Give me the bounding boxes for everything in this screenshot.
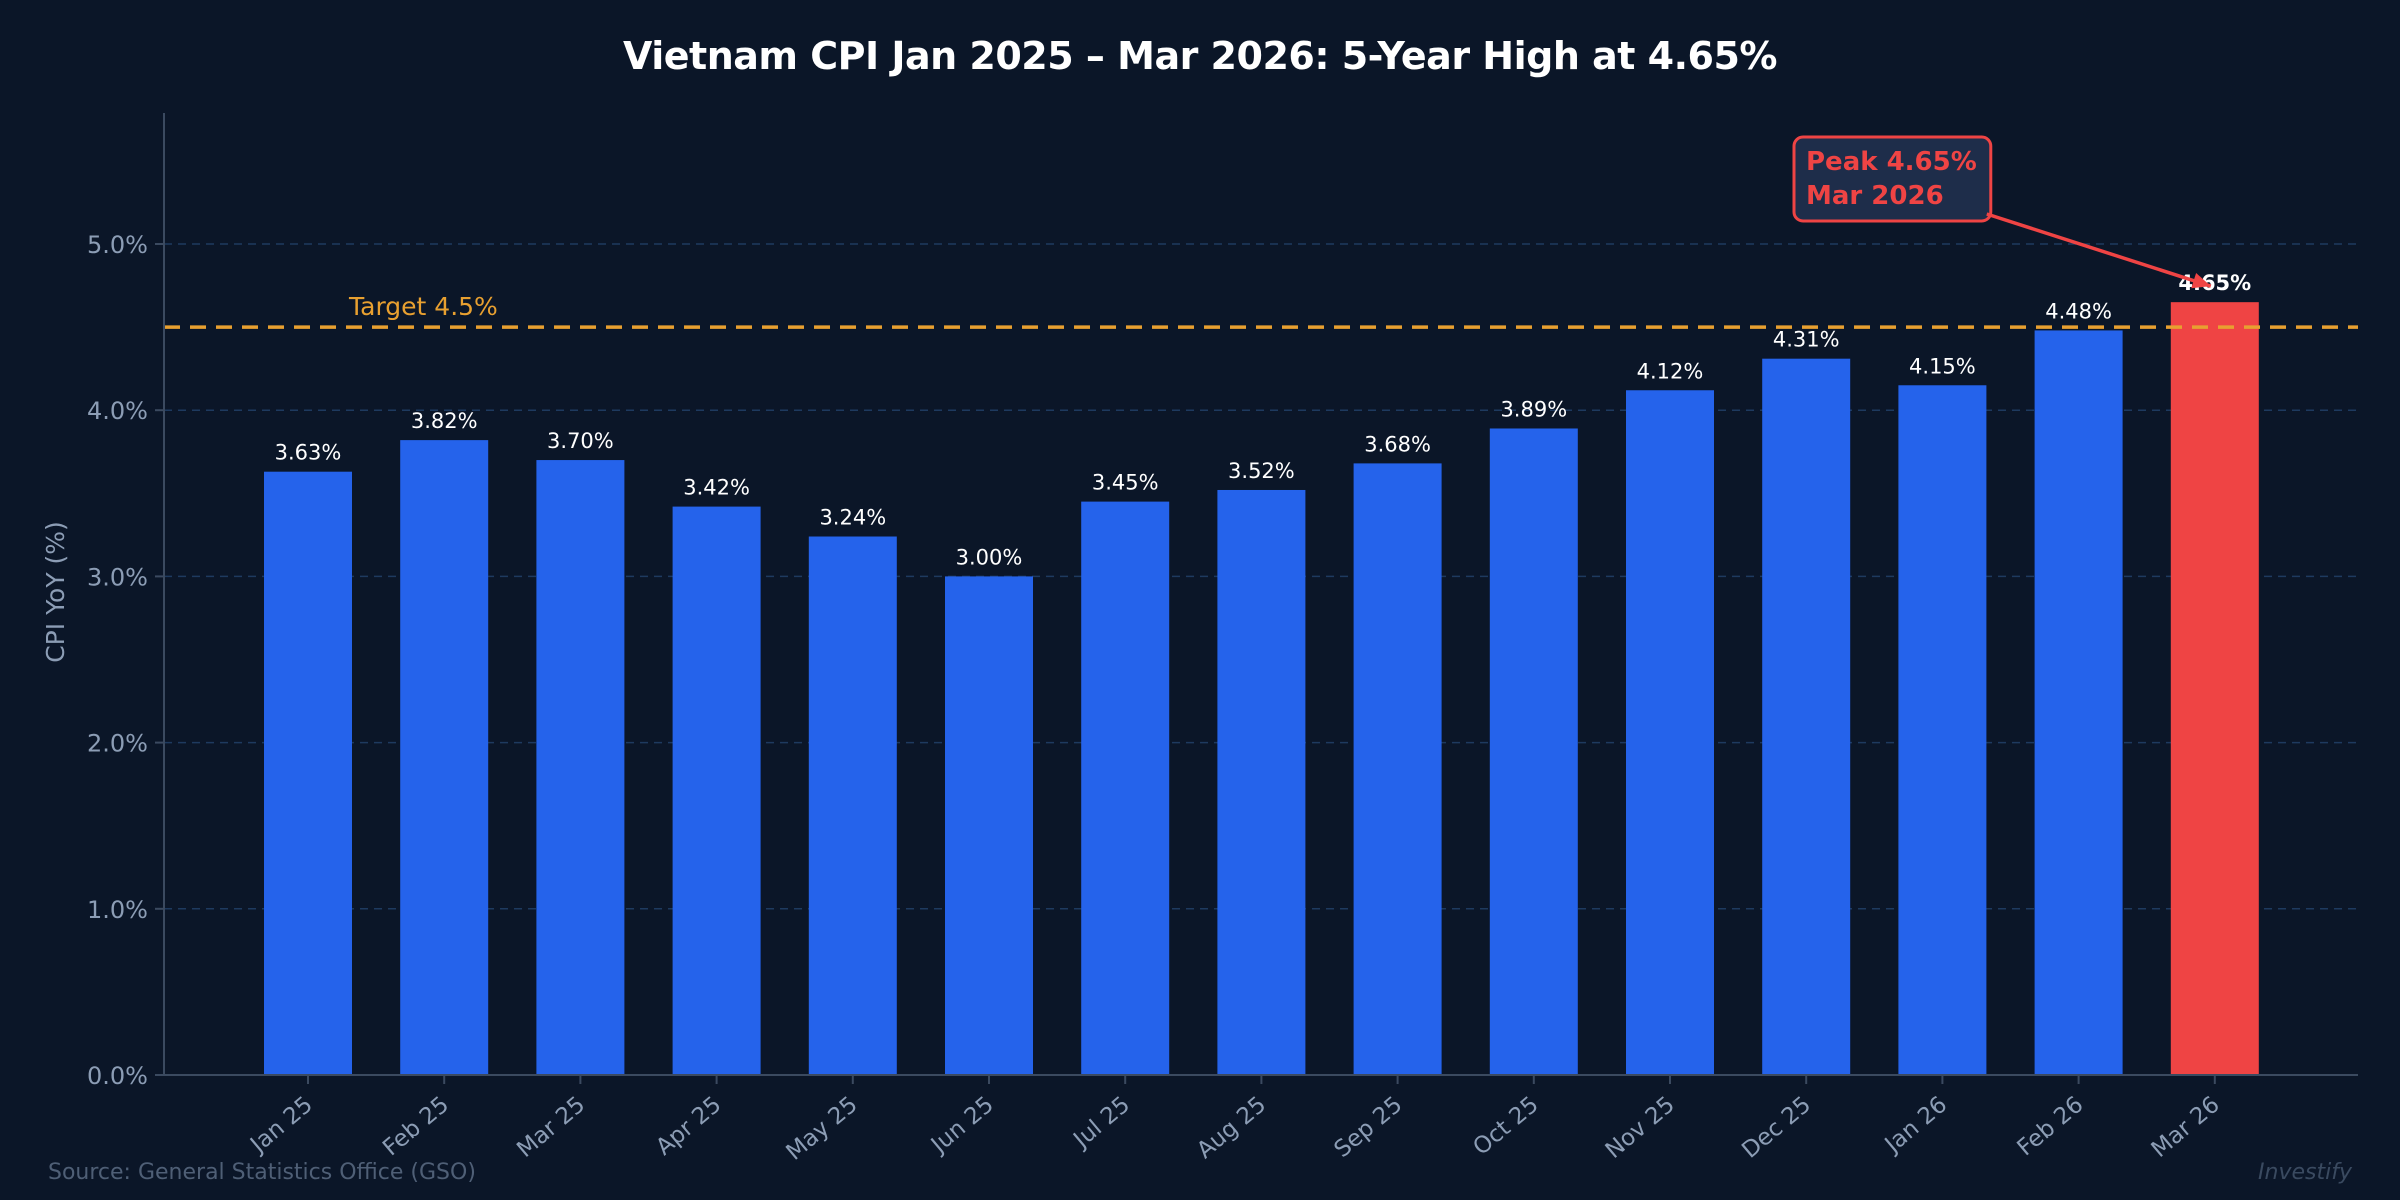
bar-may-25 <box>808 536 897 1075</box>
value-label: 3.52% <box>1228 459 1295 483</box>
value-label: 3.42% <box>683 476 750 500</box>
value-label: 3.89% <box>1500 397 1567 421</box>
bar-apr-25 <box>672 506 761 1075</box>
value-label: 4.15% <box>1909 354 1976 378</box>
bar-nov-25 <box>1626 390 1714 1076</box>
y-tick-label: 5.0% <box>87 231 148 259</box>
x-tick-label: Aug 25 <box>1192 1092 1271 1164</box>
bar-sep-25 <box>1353 463 1442 1075</box>
value-label: 3.63% <box>275 441 342 465</box>
target-line: Target 4.5% <box>164 292 2358 329</box>
value-labels: 3.63% 3.82% 3.70% 3.42% 3.24% 3.00% 3.45% 3.52%… <box>275 271 2252 569</box>
annotation-arrow <box>1986 212 2212 288</box>
annotation-box <box>1792 135 1993 223</box>
value-label: 3.68% <box>1364 432 1431 456</box>
x-tick-label: Jan 26 <box>1879 1092 1952 1160</box>
value-label: 4.48% <box>2045 299 2112 323</box>
bar-aug-25 <box>1217 489 1306 1075</box>
bar-feb-25 <box>400 440 489 1076</box>
bar-jul-25 <box>1081 501 1170 1075</box>
bar-mar-26 <box>2170 302 2259 1075</box>
bar-oct-25 <box>1489 428 1578 1075</box>
y-tick-label: 3.0% <box>87 563 148 591</box>
bar-jan-25 <box>264 471 352 1076</box>
y-tick-label: 4.0% <box>87 397 148 425</box>
y-tick-label: 0.0% <box>87 1062 148 1090</box>
bar-jun-25 <box>945 576 1033 1075</box>
chart-title: Vietnam CPI Jan 2025 – Mar 2026: 5-Year … <box>623 34 1777 78</box>
x-tick-label: Dec 25 <box>1737 1092 1816 1164</box>
value-label: 3.70% <box>547 429 614 453</box>
x-tick-label: Oct 25 <box>1468 1092 1543 1161</box>
value-label: 4.65% <box>2178 271 2251 295</box>
watermark: Investify <box>2258 1160 2352 1185</box>
value-label: 3.45% <box>1092 471 1159 495</box>
value-label: 3.24% <box>819 506 886 530</box>
x-tick-label: May 25 <box>781 1092 862 1166</box>
bars <box>264 302 2259 1076</box>
y-tick-label: 1.0% <box>87 896 148 924</box>
bar-feb-26 <box>2034 330 2123 1075</box>
source-note: Source: General Statistics Office (GSO) <box>48 1160 476 1185</box>
bar-mar-25 <box>536 460 625 1075</box>
x-tick-label: Feb 26 <box>2013 1092 2089 1162</box>
y-tick-label: 2.0% <box>87 730 148 758</box>
annotation-line1: Peak 4.65% <box>1806 147 1977 177</box>
x-tick-label: Jan 25 <box>244 1092 317 1160</box>
arrowhead-icon <box>2191 273 2211 289</box>
x-tick-label: Jun 25 <box>925 1092 999 1160</box>
x-tick-label: Nov 25 <box>1601 1092 1680 1164</box>
value-label: 3.00% <box>956 545 1023 569</box>
x-tick-label: Jul 25 <box>1068 1092 1136 1155</box>
y-axis-label: CPI YoY (%) <box>41 521 70 663</box>
x-tick-label: Apr 25 <box>651 1092 726 1161</box>
x-tick-label: Sep 25 <box>1330 1092 1408 1163</box>
bar-dec-25 <box>1762 358 1851 1076</box>
peak-annotation: Peak 4.65% Mar 2026 <box>1792 135 2212 289</box>
value-label: 4.31% <box>1773 328 1840 352</box>
value-label: 4.12% <box>1637 359 1704 383</box>
x-tick-label: Mar 25 <box>512 1092 590 1163</box>
target-label: Target 4.5% <box>348 292 498 321</box>
x-tick-label: Feb 25 <box>378 1092 454 1162</box>
value-label: 3.82% <box>411 409 478 433</box>
bar-jan-26 <box>1898 385 1987 1075</box>
x-tick-label: Mar 26 <box>2147 1092 2225 1163</box>
annotation-line2: Mar 2026 <box>1806 181 1944 211</box>
